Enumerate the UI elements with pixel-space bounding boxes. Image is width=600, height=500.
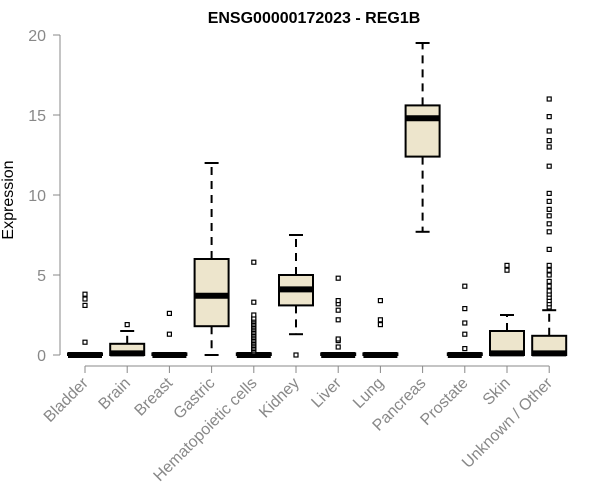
- outlier-point: [546, 229, 552, 235]
- outlier-point: [82, 291, 88, 297]
- outlier-point: [462, 346, 468, 352]
- outlier-point: [335, 275, 341, 281]
- outlier-point: [335, 344, 341, 350]
- outlier-point: [462, 306, 468, 312]
- x-tick-label: Brain: [96, 375, 134, 413]
- outlier-point: [82, 296, 88, 302]
- outlier-point: [546, 221, 552, 227]
- box-prostate: [446, 283, 483, 358]
- box-kidney: [278, 234, 314, 358]
- outlier-point: [377, 317, 383, 323]
- x-tick-label: Bladder: [41, 374, 92, 425]
- outlier-point: [546, 213, 552, 219]
- outlier-point: [462, 283, 468, 289]
- outlier-point: [462, 331, 468, 337]
- outlier-point: [335, 317, 341, 323]
- outlier-point: [546, 246, 552, 252]
- outlier-point: [546, 198, 552, 204]
- outlier-point: [546, 267, 552, 273]
- outlier-point: [546, 206, 552, 212]
- outlier-point: [504, 267, 510, 273]
- outlier-point: [335, 307, 341, 313]
- x-tick-label: Prostate: [417, 375, 471, 429]
- box-pancreas: [404, 42, 441, 233]
- x-tick-label: Breast: [132, 374, 177, 419]
- outlier-point: [335, 298, 341, 304]
- x-tick-label: Liver: [308, 374, 345, 411]
- y-tick-label: 5: [37, 268, 46, 285]
- outlier-point: [546, 144, 552, 150]
- outlier-point: [504, 262, 510, 268]
- outlier-point: [377, 322, 383, 328]
- box-breast: [151, 310, 188, 358]
- outlier-point: [82, 302, 88, 308]
- outlier-point: [546, 96, 552, 102]
- box-hematopoietic-cells: [235, 259, 272, 358]
- outlier-point: [546, 272, 552, 278]
- outlier-point: [251, 312, 257, 318]
- y-tick-label: 15: [28, 108, 46, 125]
- outlier-point: [546, 288, 552, 294]
- outlier-point: [124, 322, 130, 328]
- outlier-point: [546, 278, 552, 284]
- outlier-point: [546, 113, 552, 120]
- box-body: [193, 258, 230, 328]
- box-body: [404, 104, 441, 158]
- box-unknown-other: [531, 96, 568, 357]
- x-tick-label: Kidney: [256, 375, 303, 422]
- outlier-point: [546, 190, 552, 196]
- outlier-point: [377, 298, 383, 304]
- box-liver: [320, 275, 357, 358]
- box-gastric: [193, 162, 230, 356]
- y-tick-label: 10: [28, 188, 46, 205]
- x-tick-label: Skin: [480, 375, 514, 409]
- outlier-point: [546, 262, 552, 268]
- y-tick-label: 20: [28, 28, 46, 45]
- outlier-point: [166, 310, 172, 316]
- box-skin: [489, 262, 525, 357]
- outlier-point: [251, 259, 257, 265]
- box-lung: [362, 298, 399, 358]
- outlier-point: [546, 283, 552, 289]
- box-bladder: [67, 291, 103, 358]
- outlier-point: [546, 128, 552, 134]
- y-tick-label: 0: [37, 348, 46, 365]
- outlier-point: [166, 331, 172, 337]
- x-tick-label: Lung: [350, 375, 387, 412]
- outlier-point: [82, 339, 88, 345]
- outlier-point: [546, 163, 552, 169]
- outlier-point: [293, 352, 299, 358]
- chart-title: ENSG00000172023 - REG1B: [208, 10, 421, 27]
- boxes-group: [67, 42, 568, 358]
- outlier-point: [462, 320, 468, 326]
- outlier-point: [251, 299, 257, 305]
- y-axis: 0 5 10 15 20: [28, 28, 61, 365]
- y-axis-title: Expression: [0, 160, 17, 239]
- outlier-point: [335, 336, 341, 342]
- outlier-point: [546, 138, 552, 144]
- box-brain: [109, 322, 146, 357]
